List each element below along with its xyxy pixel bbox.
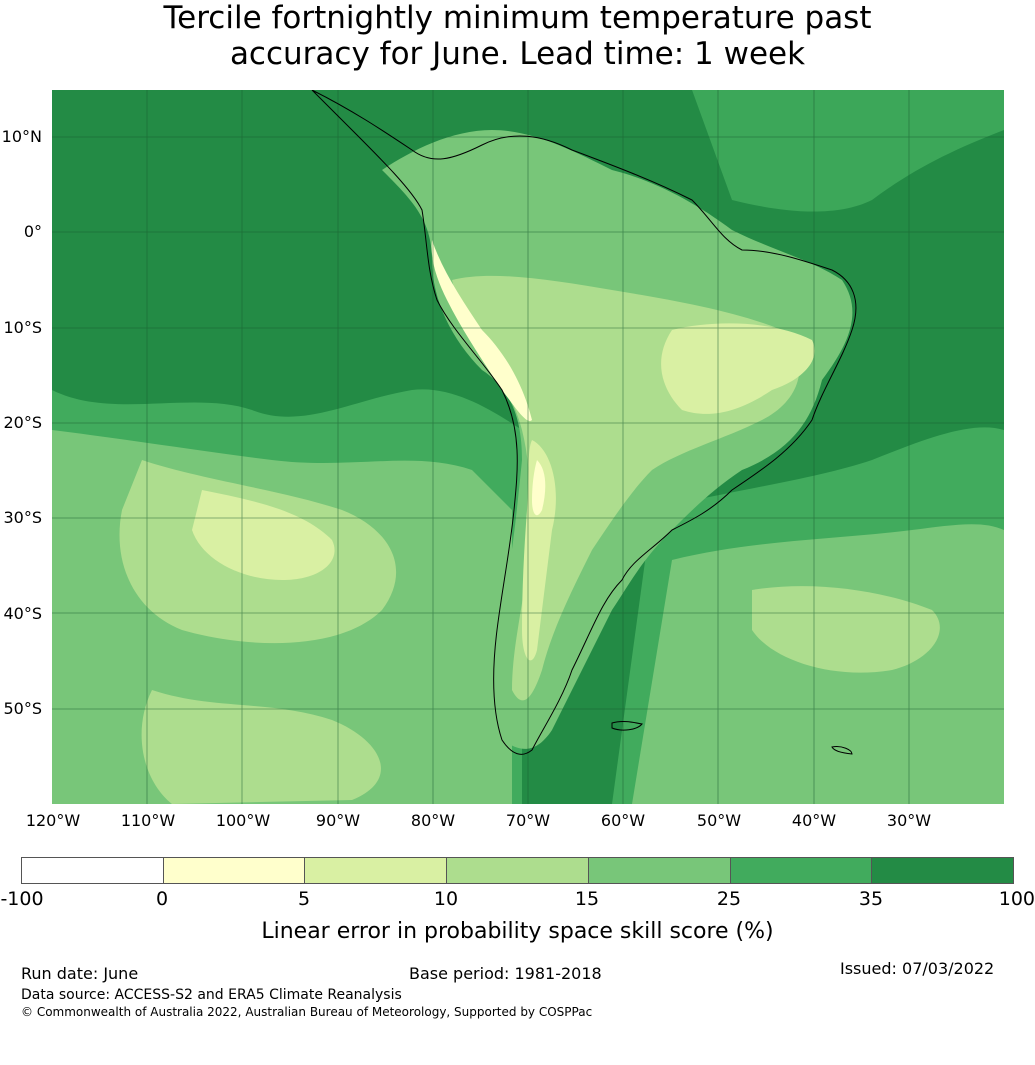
south-georgia-island [831,746,853,755]
base-period-text: Base period: 1981-2018 [409,964,602,983]
map-title: Tercile fortnightly minimum temperature … [0,0,1035,72]
colorbar-segment [588,858,731,883]
lat-label-30s: 30°S [3,508,42,527]
lon-label-70w: 70°W [505,811,551,830]
data-source-text: Data source: ACCESS-S2 and ERA5 Climate … [21,987,402,1003]
falkland-islands [611,720,643,731]
map-gridlines [52,90,1004,804]
lon-label-110w: 110°W [120,811,176,830]
colorbar-tick-label: 5 [297,888,311,910]
lat-label-20s: 20°S [3,413,42,432]
colorbar-segment [872,858,1014,883]
colorbar-tick-label: 15 [574,888,600,910]
colorbar-tick-label: 25 [716,888,742,910]
colorbar-segment [305,858,448,883]
lon-label-90w: 90°W [315,811,361,830]
run-date-text: Run date: June [21,964,139,983]
south-america-coastline [311,90,857,755]
lat-label-10n: 10°N [1,127,42,146]
colorbar-tick-label: 10 [433,888,459,910]
colorbar-segment [447,858,589,883]
lat-label-0: 0° [23,222,42,241]
atlantic-south-low-patch [752,586,940,673]
atacama-minimal-skill-streak [532,460,546,516]
map-canvas [52,90,1004,804]
map-title-line-1: Tercile fortnightly minimum temperature … [163,0,872,36]
colorbar-tick-label: 0 [155,888,169,910]
pacific-south-low-patch [141,690,381,804]
colorbar-segment [22,858,164,883]
colorbar-tick-label: 35 [858,888,884,910]
lon-label-50w: 50°W [696,811,742,830]
map-title-line-2: accuracy for June. Lead time: 1 week [229,36,806,72]
pacific-lowest-skill-patch [192,490,335,580]
lon-label-120w: 120°W [25,811,81,830]
lat-label-40s: 40°S [3,604,42,623]
colorbar-segment [163,858,306,883]
lon-label-80w: 80°W [410,811,456,830]
lon-label-30w: 30°W [886,811,932,830]
skill-score-map [52,90,1004,804]
lon-label-100w: 100°W [215,811,271,830]
north-atlantic-skill-band [472,90,1004,212]
issued-date-text: Issued: 07/03/2022 [840,959,995,978]
colorbar-segment [730,858,873,883]
copyright-text: © Commonwealth of Australia 2022, Austra… [21,1005,593,1019]
lon-label-40w: 40°W [791,811,837,830]
colorbar-label: Linear error in probability space skill … [261,919,774,944]
colorbar [21,857,1014,884]
lat-label-50s: 50°S [3,699,42,718]
brazil-low-skill-zone [661,323,815,414]
lon-label-60w: 60°W [600,811,646,830]
lat-label-10s: 10°S [3,318,42,337]
interior-lowest-skill-zone [522,440,556,661]
colorbar-tick-label: -100 [0,888,44,910]
andes-minimal-skill-streak [431,240,532,421]
colorbar-tick-label: 100 [998,888,1035,910]
